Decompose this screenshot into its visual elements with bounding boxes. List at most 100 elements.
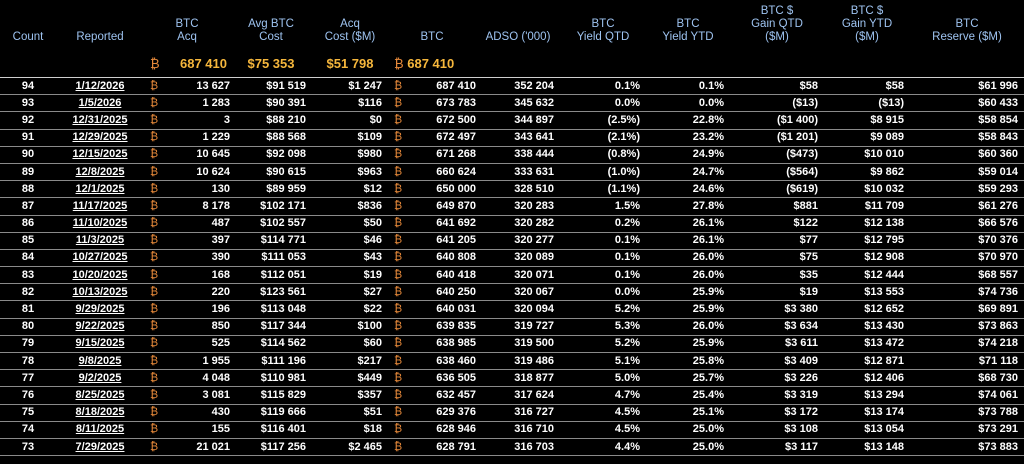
cell-btc: ₿ 638 985 <box>388 335 476 354</box>
cell-acq-cost: $19 <box>312 266 388 285</box>
reported-date-link[interactable]: 11/17/2025 <box>72 199 128 212</box>
cell-reported: 12/29/2025 <box>56 129 144 147</box>
reported-date-link[interactable]: 12/15/2025 <box>72 148 128 161</box>
cell-acq-cost: $51 <box>312 404 388 422</box>
cell-btc: ₿ 673 783 <box>388 94 476 113</box>
cell-btc-gain-qtd: ($13) <box>730 94 824 113</box>
reported-date-link[interactable]: 9/2/2025 <box>78 371 122 384</box>
cell-btc-yield-ytd: 23.2% <box>646 129 730 147</box>
bitcoin-icon: ₿ <box>394 148 403 161</box>
cell-count: 86 <box>0 215 56 233</box>
cell-acq-cost: $12 <box>312 180 388 199</box>
cell-btc-yield-qtd: 5.0% <box>560 369 646 388</box>
cell-btc-gain-qtd: ($1 400) <box>730 111 824 130</box>
cell-acq-cost: $100 <box>312 318 388 336</box>
reported-date-link[interactable]: 9/15/2025 <box>75 337 125 350</box>
bitcoin-icon: ₿ <box>394 96 403 109</box>
cell-count: 91 <box>0 129 56 147</box>
cell-reported: 1/12/2026 <box>56 77 144 96</box>
cell-btc-gain-ytd: $58 <box>824 77 910 96</box>
table-row: 83 10/20/2025 ₿ 168 $112 051 $19 ₿ 640 418 320 0… <box>0 266 1024 285</box>
cell-acq-cost: $27 <box>312 283 388 302</box>
cell-btc-acq: ₿ 10 624 <box>144 163 230 182</box>
cell-btc-gain-qtd: $3 611 <box>730 335 824 354</box>
cell-btc-gain-qtd: ($564) <box>730 163 824 182</box>
reported-date-link[interactable]: 12/31/2025 <box>72 113 128 126</box>
cell-avg-btc-cost: $88 210 <box>230 111 312 130</box>
reported-date-link[interactable]: 10/20/2025 <box>72 268 128 281</box>
reported-date-link[interactable]: 1/12/2026 <box>75 79 125 92</box>
cell-adso: 328 510 <box>476 180 560 199</box>
cell-reported: 1/5/2026 <box>56 94 144 113</box>
cell-btc: ₿ 629 376 <box>388 404 476 422</box>
bitcoin-icon: ₿ <box>394 56 404 71</box>
cell-avg-btc-cost: $102 171 <box>230 197 312 216</box>
bitcoin-icon: ₿ <box>150 388 159 401</box>
reported-date-link[interactable]: 12/8/2025 <box>75 165 125 178</box>
cell-reported: 10/27/2025 <box>56 249 144 268</box>
cell-btc-acq: ₿ 13 627 <box>144 77 230 96</box>
reported-date-link[interactable]: 10/13/2025 <box>72 285 128 298</box>
cell-adso: 316 710 <box>476 421 560 439</box>
cell-btc-yield-ytd: 0.0% <box>646 94 730 113</box>
table-row: 91 12/29/2025 ₿ 1 229 $88 568 $109 ₿ 672 497 343… <box>0 129 1024 147</box>
cell-avg-btc-cost: $113 048 <box>230 300 312 319</box>
header-btc-reserve: BTC Reserve ($M) <box>932 18 1002 43</box>
cell-btc-acq: ₿ 10 645 <box>144 146 230 164</box>
cell-count: 82 <box>0 283 56 302</box>
bitcoin-icon: ₿ <box>150 337 159 350</box>
cell-acq-cost: $22 <box>312 300 388 319</box>
cell-avg-btc-cost: $110 981 <box>230 369 312 388</box>
cell-btc-acq: ₿ 21 021 <box>144 438 230 457</box>
cell-adso: 320 071 <box>476 266 560 285</box>
cell-btc-yield-ytd: 24.6% <box>646 180 730 199</box>
reported-date-link[interactable]: 11/10/2025 <box>72 217 128 230</box>
reported-date-link[interactable]: 12/1/2025 <box>75 182 125 195</box>
cell-avg-btc-cost: $89 959 <box>230 180 312 199</box>
cell-adso: 319 500 <box>476 335 560 354</box>
cell-avg-btc-cost: $111 053 <box>230 249 312 268</box>
cell-btc-acq: ₿ 196 <box>144 300 230 319</box>
reported-date-link[interactable]: 9/29/2025 <box>75 303 125 316</box>
reported-date-link[interactable]: 8/25/2025 <box>75 388 125 401</box>
cell-reported: 8/25/2025 <box>56 386 144 405</box>
cell-avg-btc-cost: $111 196 <box>230 352 312 371</box>
cell-btc: ₿ 636 505 <box>388 369 476 388</box>
bitcoin-icon: ₿ <box>150 406 159 419</box>
cell-btc-yield-qtd: (1.1%) <box>560 180 646 199</box>
cell-btc-gain-ytd: $12 795 <box>824 232 910 250</box>
bitcoin-icon: ₿ <box>394 440 403 453</box>
reported-date-link[interactable]: 9/8/2025 <box>78 354 122 367</box>
cell-btc-acq: ₿ 850 <box>144 318 230 336</box>
cell-btc: ₿ 650 000 <box>388 180 476 199</box>
cell-btc-gain-ytd: $13 430 <box>824 318 910 336</box>
reported-date-link[interactable]: 8/18/2025 <box>75 406 125 419</box>
reported-date-link[interactable]: 10/27/2025 <box>72 251 128 264</box>
cell-reported: 11/3/2025 <box>56 232 144 250</box>
reported-date-link[interactable]: 1/5/2026 <box>78 96 122 109</box>
bitcoin-icon: ₿ <box>394 320 403 333</box>
table-row: 75 8/18/2025 ₿ 430 $119 666 $51 ₿ 629 376 316 72… <box>0 404 1024 422</box>
cell-btc-reserve: $58 843 <box>910 129 1024 147</box>
header-btc-yield-ytd: BTC Yield YTD <box>662 18 714 43</box>
cell-btc-yield-ytd: 25.9% <box>646 335 730 354</box>
cell-btc-gain-qtd: $3 172 <box>730 404 824 422</box>
reported-date-link[interactable]: 9/22/2025 <box>75 320 125 333</box>
cell-btc-reserve: $61 276 <box>910 197 1024 216</box>
cell-btc-gain-qtd: $75 <box>730 249 824 268</box>
cell-btc-reserve: $73 863 <box>910 318 1024 336</box>
cell-avg-btc-cost: $117 256 <box>230 438 312 457</box>
cell-btc-gain-qtd: ($619) <box>730 180 824 199</box>
reported-date-link[interactable]: 7/29/2025 <box>75 440 125 453</box>
cell-btc-reserve: $70 970 <box>910 249 1024 268</box>
reported-date-link[interactable]: 8/11/2025 <box>75 423 125 436</box>
bitcoin-icon: ₿ <box>394 423 403 436</box>
bitcoin-icon: ₿ <box>150 320 159 333</box>
cell-btc-acq: ₿ 1 229 <box>144 129 230 147</box>
cell-avg-btc-cost: $119 666 <box>230 404 312 422</box>
reported-date-link[interactable]: 12/29/2025 <box>72 131 128 144</box>
reported-date-link[interactable]: 11/3/2025 <box>75 234 125 247</box>
cell-btc-yield-ytd: 25.4% <box>646 386 730 405</box>
table-row: 89 12/8/2025 ₿ 10 624 $90 615 $963 ₿ 660 624 333… <box>0 163 1024 182</box>
